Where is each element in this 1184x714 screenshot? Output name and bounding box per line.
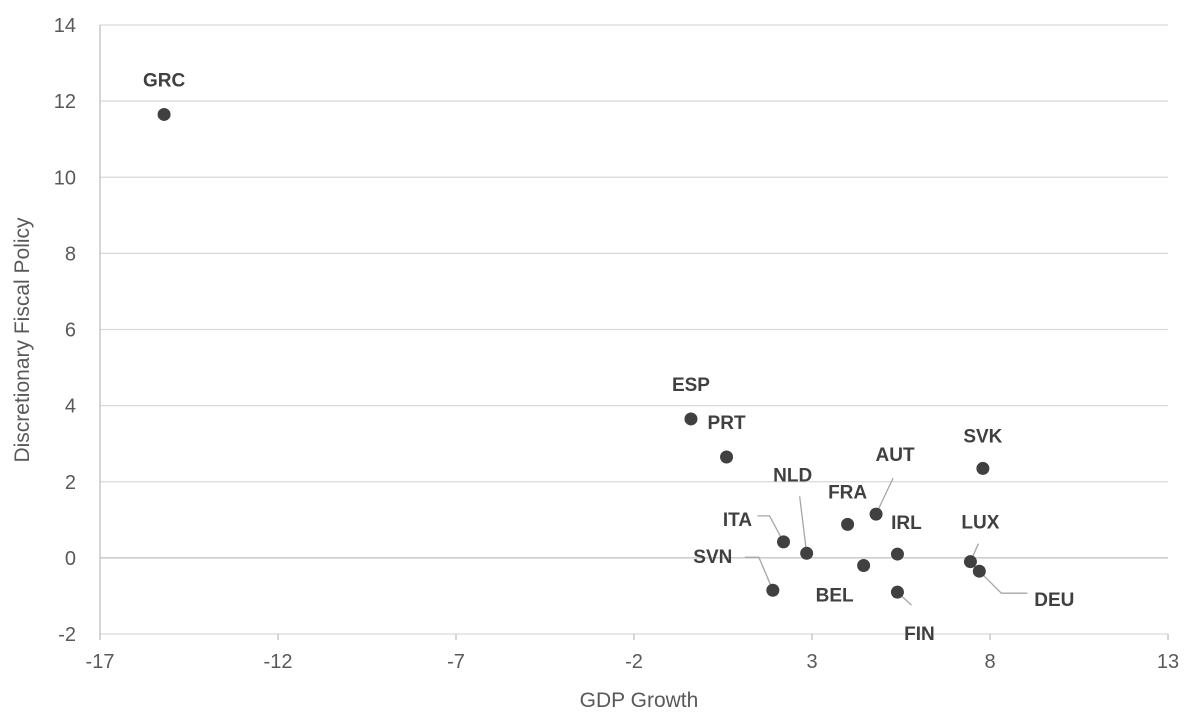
axes: -2 0 2 4 6 8 10 12 14 -17 -12 -7 -2 3 8 13 <box>54 15 1179 673</box>
data-point-nld <box>800 546 814 560</box>
gridlines <box>100 24 1168 635</box>
x-tick-label: -7 <box>447 651 465 673</box>
x-tick-label: 13 <box>1157 651 1179 673</box>
data-label-fin: FIN <box>904 624 935 645</box>
data-label-deu: DEU <box>1034 590 1074 611</box>
y-tick-label: 4 <box>65 396 76 418</box>
data-label-aut: AUT <box>876 445 915 466</box>
leader-line-ita <box>757 515 785 543</box>
data-label-bel: BEL <box>816 585 854 606</box>
x-tick-label: -2 <box>625 651 643 673</box>
data-point-lux <box>963 555 977 569</box>
x-tick-label: 3 <box>806 651 817 673</box>
data-point-deu <box>972 564 986 578</box>
leader-line-svn <box>744 556 774 591</box>
data-point-svk <box>976 461 990 475</box>
y-tick-label: 2 <box>65 472 76 494</box>
leader-line-deu <box>978 570 1028 594</box>
y-tick-label: 10 <box>54 167 76 189</box>
data-point-aut <box>869 507 883 521</box>
data-label-esp: ESP <box>672 375 710 396</box>
y-tick-label: 6 <box>65 320 76 342</box>
data-point-irl <box>890 547 904 561</box>
data-labels: GRC ESP PRT SVK AUT FRA ITA NLD IRL LUX BEL DEU SVN F… <box>143 70 1074 645</box>
data-points <box>157 107 990 599</box>
data-label-fra: FRA <box>828 482 867 503</box>
y-tick-label: 8 <box>65 243 76 265</box>
data-label-irl: IRL <box>891 513 922 534</box>
data-point-bel <box>857 558 871 572</box>
data-label-grc: GRC <box>143 70 186 91</box>
y-axis-title: Discretionary Fiscal Policy <box>11 217 34 463</box>
leader-line-aut <box>875 477 894 515</box>
data-label-nld: NLD <box>773 465 812 486</box>
y-tick-label: 12 <box>54 91 76 113</box>
y-tick-label: 0 <box>65 548 76 570</box>
data-point-esp <box>684 412 698 426</box>
data-point-svn <box>766 583 780 597</box>
data-point-fra <box>841 517 855 531</box>
leader-line-nld <box>799 496 808 554</box>
x-axis-title: GDP Growth <box>580 689 699 712</box>
x-tick-label: -12 <box>264 651 293 673</box>
x-tick-label: -17 <box>86 651 115 673</box>
y-tick-label: 14 <box>54 15 76 37</box>
data-point-fin <box>890 585 904 599</box>
data-label-lux: LUX <box>961 513 999 534</box>
x-tick-label: 8 <box>984 651 995 673</box>
data-label-svn: SVN <box>693 547 732 568</box>
data-point-ita <box>777 535 791 549</box>
data-label-prt: PRT <box>708 413 746 434</box>
y-tick-label: -2 <box>58 624 76 646</box>
data-point-grc <box>157 107 171 121</box>
data-label-svk: SVK <box>963 426 1002 447</box>
data-label-ita: ITA <box>723 510 752 531</box>
data-point-prt <box>720 450 734 464</box>
